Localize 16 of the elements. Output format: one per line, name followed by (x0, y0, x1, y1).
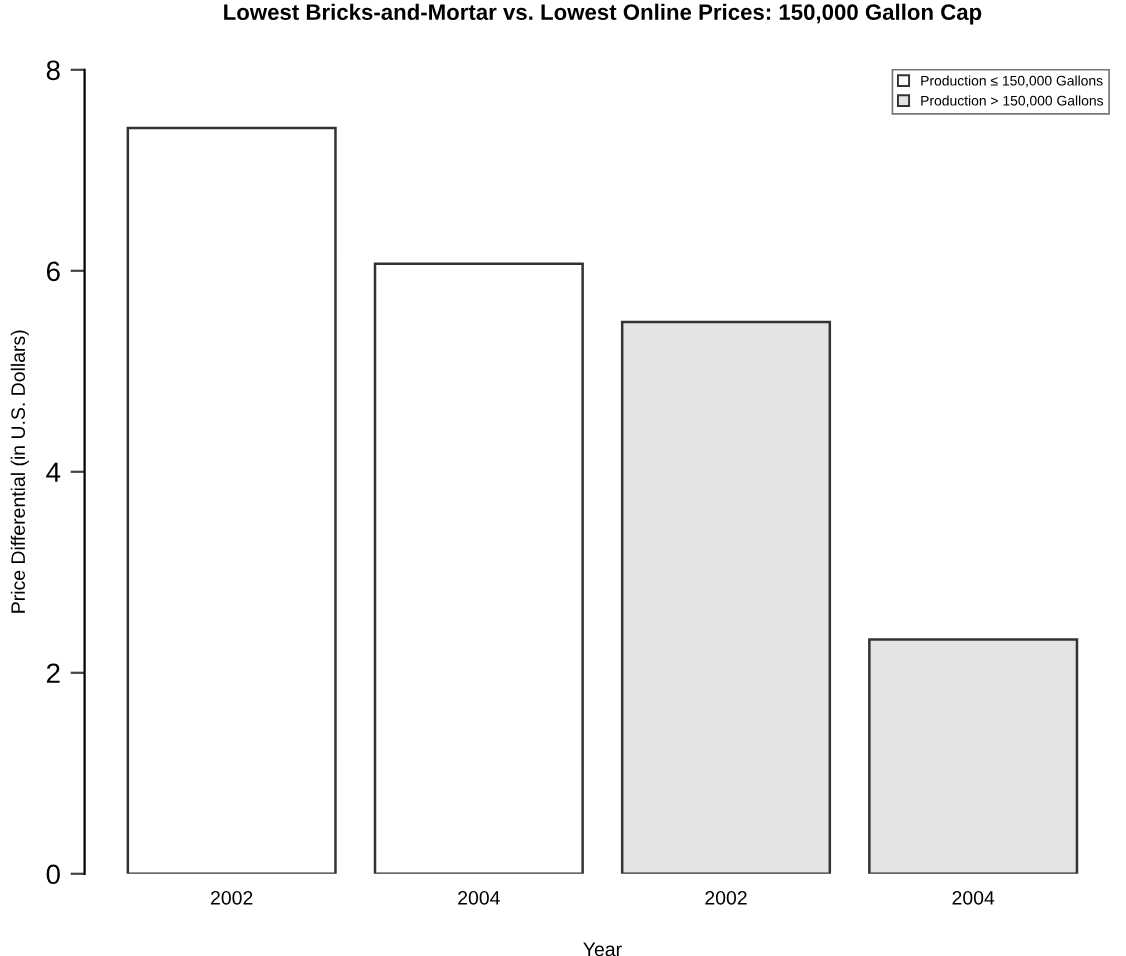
bar (373, 262, 584, 874)
x-tick-label: 2002 (211, 890, 253, 905)
bar (620, 320, 832, 874)
chart-title: Lowest Bricks-and-Mortar vs. Lowest Online Prices: 150,000 Gallon Cap (224, 3, 982, 25)
y-axis-title: Price Differential (in U.S. Dollars) (10, 330, 29, 613)
y-tick-label: 0 (46, 864, 60, 885)
y-tick-label: 6 (46, 261, 60, 282)
x-tick-label: 2004 (952, 890, 995, 905)
bar (126, 126, 337, 874)
x-axis-title: Year (583, 942, 622, 956)
y-tick-label: 8 (46, 60, 60, 81)
y-tick-label: 4 (46, 462, 61, 482)
x-tick-label: 2004 (458, 890, 500, 905)
x-tick-label: 2002 (705, 890, 747, 905)
bar (868, 638, 1079, 874)
y-tick-label: 2 (46, 663, 60, 683)
